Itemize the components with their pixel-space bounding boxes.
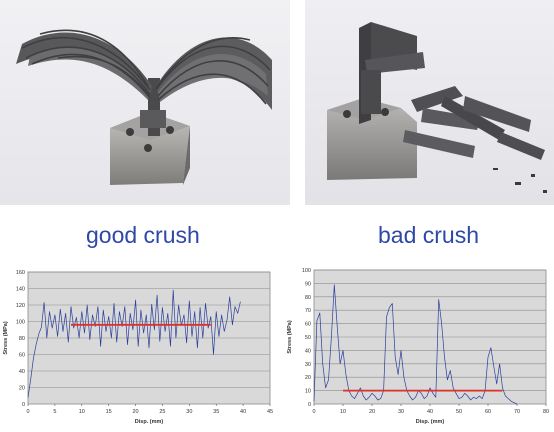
- good-crush-photo: [0, 0, 290, 205]
- y-tick-label: 20: [305, 375, 311, 381]
- x-tick-label: 10: [79, 409, 85, 415]
- x-tick-label: 30: [186, 409, 192, 415]
- y-tick-label: 100: [302, 268, 311, 274]
- x-tick-label: 70: [514, 409, 520, 415]
- y-tick-label: 10: [305, 389, 311, 395]
- x-tick-label: 80: [543, 409, 549, 415]
- x-tick-label: 35: [213, 409, 219, 415]
- y-tick-label: 90: [305, 281, 311, 287]
- bad-crush-stress-chart: 0 10 20 30 40 50 60 70 80 90 100 0 10 20 30 40 50 60 70 80 D…: [284, 266, 554, 432]
- y-tick-label: 50: [305, 335, 311, 341]
- x-tick-label: 5: [53, 409, 56, 415]
- y-tick-label: 60: [19, 353, 25, 359]
- x-tick-label: 20: [369, 409, 375, 415]
- stress-trace-line: [313, 284, 518, 405]
- y-tick-label: 20: [19, 386, 25, 392]
- caption-bad-crush: bad crush: [378, 222, 480, 248]
- x-tick-label: 10: [340, 409, 346, 415]
- x-axis-label: Disp. (mm): [416, 419, 445, 425]
- x-tick-label: 50: [456, 409, 462, 415]
- bad-crush-photo: [305, 0, 554, 205]
- x-tick-label: 40: [427, 409, 433, 415]
- y-tick-label: 40: [305, 348, 311, 354]
- y-tick-label: 140: [16, 287, 25, 293]
- x-tick-label: 25: [159, 409, 165, 415]
- y-tick-label: 0: [308, 402, 311, 408]
- y-tick-label: 80: [305, 295, 311, 301]
- x-tick-label: 30: [398, 409, 404, 415]
- x-tick-label: 20: [132, 409, 138, 415]
- good-crush-stress-chart: 0 20 40 60 80 100 120 140 160 0 5 10 15 20 25 30 35 40 45 D…: [0, 266, 280, 432]
- y-tick-label: 30: [305, 362, 311, 368]
- x-tick-label: 0: [312, 409, 315, 415]
- caption-good-crush: good crush: [86, 222, 200, 248]
- x-tick-label: 40: [240, 409, 246, 415]
- x-tick-label: 15: [106, 409, 112, 415]
- x-tick-label: 60: [485, 409, 491, 415]
- stress-trace-line: [27, 289, 241, 398]
- y-tick-label: 0: [22, 402, 25, 408]
- y-tick-label: 100: [16, 320, 25, 326]
- y-tick-label: 80: [19, 336, 25, 342]
- x-axis-label: Disp. (mm): [135, 419, 164, 425]
- y-axis-label: Stress (MPa): [3, 321, 9, 354]
- y-tick-label: 40: [19, 369, 25, 375]
- y-axis-label: Stress (MPa): [287, 320, 293, 353]
- y-tick-label: 120: [16, 303, 25, 309]
- x-tick-label: 0: [26, 409, 29, 415]
- y-tick-label: 160: [16, 270, 25, 276]
- y-tick-label: 60: [305, 322, 311, 328]
- y-tick-label: 70: [305, 308, 311, 314]
- x-tick-label: 45: [267, 409, 273, 415]
